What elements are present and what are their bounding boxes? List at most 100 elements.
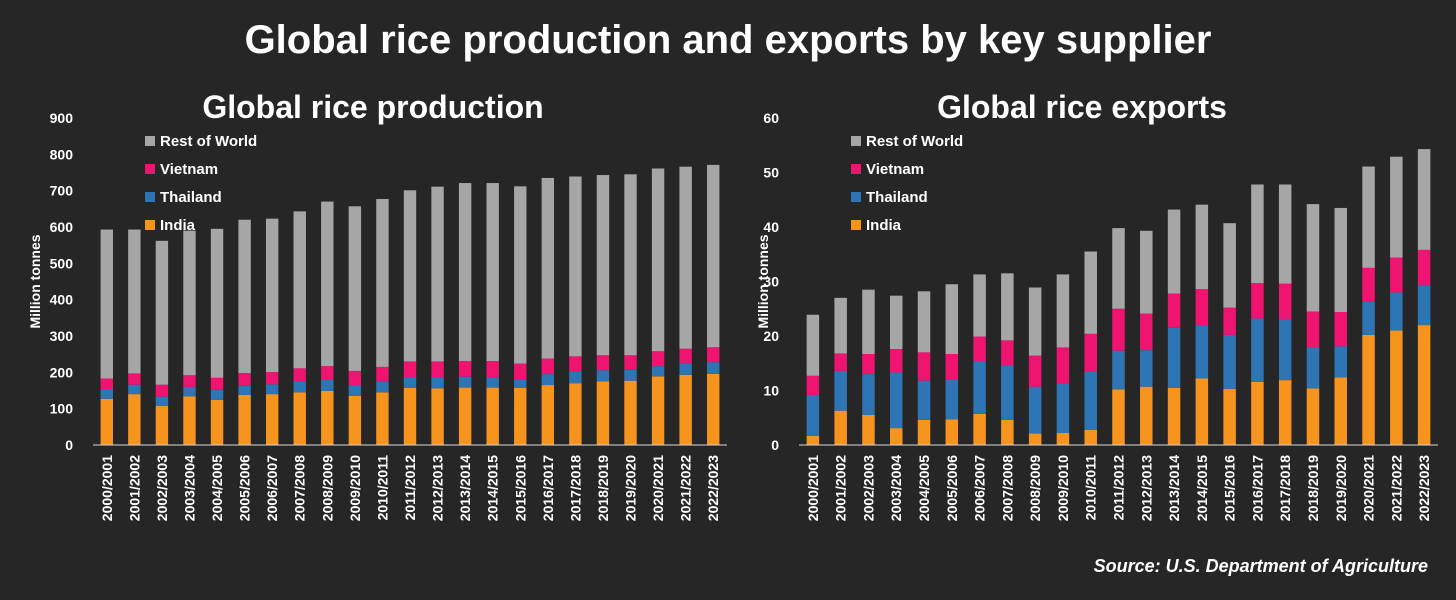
exports-y-tick-label: 20: [763, 328, 779, 344]
exports-bar-india: [862, 415, 875, 445]
exports-bar-rest-of-world: [862, 289, 875, 354]
production-bar-rest-of-world: [651, 168, 665, 352]
production-chart: Global rice production Million tonnes 0 100…: [27, 89, 727, 521]
production-y-tick-label: 0: [65, 437, 73, 453]
exports-bar-vietnam: [1390, 257, 1403, 293]
production-x-tick-label: 2003/2004: [181, 455, 197, 521]
production-bar-india: [100, 398, 113, 445]
exports-bar-rest-of-world: [1028, 287, 1042, 356]
production-y-tick-label: 600: [50, 219, 74, 235]
production-bar-india: [155, 405, 169, 445]
exports-bar-rest-of-world: [834, 297, 847, 354]
exports-chart: Global rice exports Million tonnes 0 10 20 30…: [755, 89, 1438, 521]
exports-bar-india: [1028, 433, 1042, 445]
exports-bar-thailand: [917, 380, 931, 420]
exports-bar-india: [1112, 389, 1125, 445]
exports-bar-vietnam: [1417, 249, 1431, 286]
production-bar-thailand: [569, 371, 582, 384]
production-bar-vietnam: [707, 347, 720, 363]
production-bar-rest-of-world: [321, 201, 334, 367]
production-bar-india: [458, 387, 472, 445]
exports-legend-label: India: [866, 217, 902, 234]
exports-x-tick-label: 2011/2012: [1111, 455, 1127, 521]
production-x-tick-label: 2020/2021: [650, 455, 666, 521]
exports-bar-thailand: [1084, 371, 1097, 430]
exports-bar-vietnam: [1278, 283, 1292, 320]
production-x-tick-label: 2009/2010: [347, 455, 363, 521]
exports-bar-rest-of-world: [1195, 204, 1209, 290]
exports-bar-thailand: [1167, 327, 1181, 388]
exports-legend-label: Thailand: [866, 189, 928, 206]
exports-bar-rest-of-world: [1362, 166, 1375, 268]
production-bar-india: [265, 394, 279, 445]
production-bar-rest-of-world: [569, 176, 582, 357]
exports-bar-rest-of-world: [1417, 149, 1431, 250]
exports-legend-swatch: [851, 164, 861, 174]
production-bar-thailand: [210, 389, 224, 400]
exports-bar-india: [945, 419, 959, 445]
production-bar-rest-of-world: [348, 206, 362, 371]
exports-bar-rest-of-world: [1112, 228, 1125, 309]
production-bar-india: [183, 396, 196, 445]
exports-bar-vietnam: [973, 336, 986, 362]
exports-bar-thailand: [806, 394, 820, 436]
exports-bar-rest-of-world: [1167, 209, 1181, 294]
production-x-tick-label: 2010/2011: [374, 455, 390, 521]
exports-x-tick-label: 2012/2013: [1138, 455, 1154, 521]
exports-bar-india: [1140, 386, 1153, 445]
production-legend-swatch: [145, 136, 155, 146]
exports-x-tick-label: 2022/2023: [1416, 455, 1432, 521]
production-bar-vietnam: [238, 373, 251, 386]
production-bar-india: [210, 399, 224, 445]
exports-bar-thailand: [1140, 350, 1153, 387]
production-x-tick-label: 2016/2017: [540, 455, 556, 521]
production-bar-rest-of-world: [210, 228, 224, 378]
exports-bar-thailand: [973, 361, 986, 414]
production-bar-vietnam: [210, 377, 224, 390]
exports-bar-india: [834, 410, 847, 445]
production-bar-vietnam: [679, 348, 692, 364]
production-bar-india: [541, 385, 555, 445]
production-legend-label: Thailand: [160, 189, 222, 206]
exports-bar-rest-of-world: [1251, 184, 1264, 284]
exports-bar-vietnam: [1334, 312, 1348, 347]
exports-x-tick-label: 2014/2015: [1194, 455, 1210, 521]
exports-bar-thailand: [1278, 319, 1292, 381]
production-bar-thailand: [431, 377, 444, 389]
exports-x-tick-label: 2019/2020: [1333, 455, 1349, 521]
production-x-tick-label: 2013/2014: [457, 455, 473, 521]
production-x-tick-label: 2000/2001: [99, 455, 115, 521]
production-bar-india: [486, 387, 499, 445]
exports-bar-thailand: [1028, 386, 1042, 434]
exports-bar-india: [1084, 429, 1097, 445]
production-bar-vietnam: [183, 375, 196, 387]
production-bar-thailand: [458, 376, 472, 388]
exports-y-tick-label: 0: [771, 437, 779, 453]
production-bar-rest-of-world: [624, 174, 637, 356]
exports-bar-india: [1195, 378, 1209, 445]
production-x-tick-label: 2008/2009: [319, 455, 335, 521]
production-bar-thailand: [514, 379, 527, 388]
production-bar-vietnam: [514, 363, 527, 380]
production-bar-thailand: [403, 377, 417, 388]
production-x-tick-label: 2006/2007: [264, 455, 280, 521]
exports-bar-thailand: [862, 374, 875, 416]
exports-bar-india: [1362, 334, 1375, 445]
exports-bar-vietnam: [945, 353, 959, 380]
exports-bar-rest-of-world: [973, 274, 986, 337]
exports-bar-thailand: [1251, 318, 1264, 382]
exports-bar-thailand: [1223, 334, 1236, 389]
exports-bar-india: [1390, 330, 1403, 445]
exports-bar-vietnam: [834, 353, 847, 371]
exports-bar-india: [973, 413, 986, 445]
exports-y-axis-label: Million tonnes: [755, 234, 771, 328]
production-x-tick-label: 2005/2006: [237, 455, 253, 521]
exports-x-tick-label: 2006/2007: [972, 455, 988, 521]
production-x-tick-label: 2017/2018: [567, 455, 583, 521]
production-bar-vietnam: [486, 361, 499, 378]
production-bar-vietnam: [128, 373, 141, 385]
exports-x-tick-label: 2008/2009: [1027, 455, 1043, 521]
exports-bar-rest-of-world: [1334, 207, 1348, 313]
production-bar-vietnam: [155, 384, 169, 397]
production-legend-swatch: [145, 192, 155, 202]
